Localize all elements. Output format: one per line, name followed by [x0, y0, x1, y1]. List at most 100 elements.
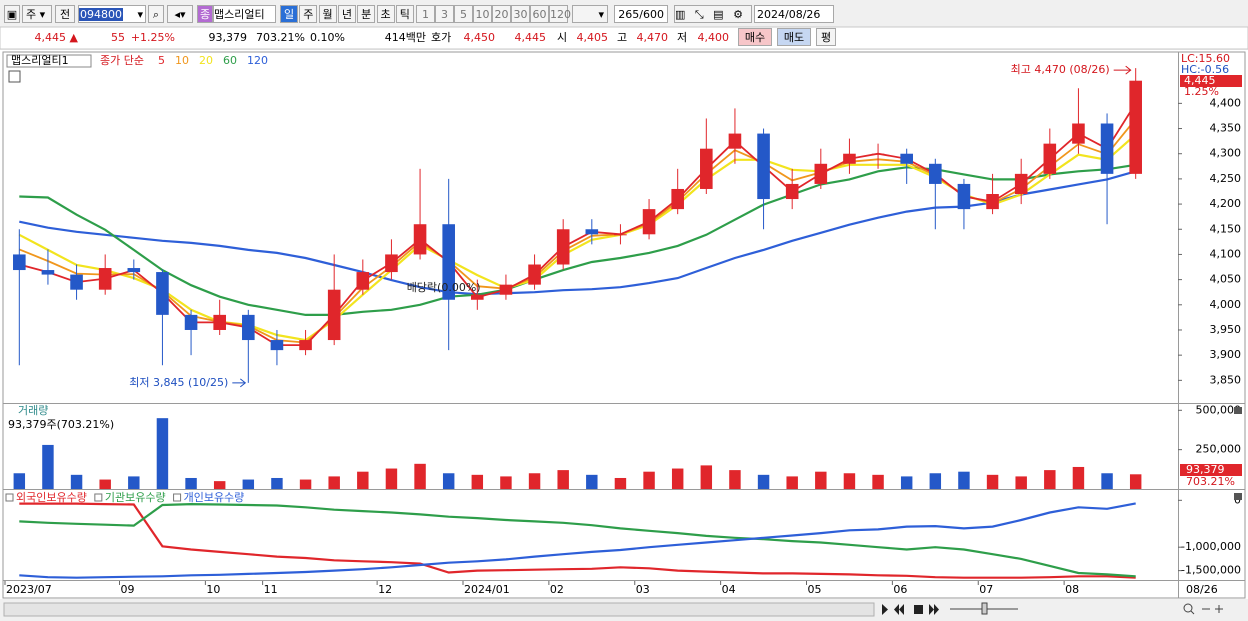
y-tick-label: -1,500,000 — [1181, 564, 1241, 577]
buy-button[interactable]: 매수 — [738, 28, 772, 46]
last-date: 08/26 — [1186, 583, 1218, 596]
candle-body — [900, 153, 913, 164]
interval-button[interactable]: 초 — [376, 5, 395, 23]
candle-body — [785, 183, 799, 200]
volume-bar — [729, 470, 741, 489]
series-line — [19, 163, 1136, 316]
side-label: 93,379 — [1186, 463, 1225, 476]
step-button[interactable]: 30 — [511, 5, 530, 23]
x-tick-label: 12 — [378, 583, 392, 596]
candle-body — [642, 209, 656, 235]
y-tick-label: 3,850 — [1210, 373, 1242, 386]
search-button[interactable]: ⌕ — [148, 5, 164, 23]
tool-icons[interactable]: ▥ ⤡ ▤ ⚙ — [674, 5, 752, 23]
step-button[interactable]: 1 — [416, 5, 435, 23]
step-button[interactable]: 3 — [435, 5, 454, 23]
candle-body — [957, 183, 971, 210]
volume-bar — [42, 444, 54, 489]
legend-entry: 10 — [175, 54, 189, 67]
candle-body — [242, 314, 255, 341]
step-button[interactable]: 5 — [454, 5, 473, 23]
eval-button[interactable]: 평 — [816, 28, 836, 46]
series-line — [19, 502, 1136, 578]
candle-body — [871, 153, 885, 155]
y-tick-label: 4,200 — [1210, 197, 1242, 210]
table-icon[interactable] — [8, 70, 21, 83]
sound-button[interactable]: ◂▾ — [167, 5, 193, 23]
count-box[interactable]: 265/600 — [614, 5, 668, 23]
candle-body — [1100, 123, 1114, 174]
step-select[interactable]: ▾ — [572, 5, 608, 23]
series-line — [19, 102, 1137, 346]
x-tick-label: 07 — [979, 583, 993, 596]
candle-body — [1129, 80, 1142, 174]
date-box[interactable]: 2024/08/26 ▦ — [754, 5, 834, 39]
annotation-arrow — [232, 378, 247, 388]
x-tick-label: 2023/07 — [6, 583, 52, 596]
y-tick-label: 4,350 — [1210, 122, 1242, 135]
candle-body — [614, 234, 627, 236]
volume-bar — [671, 468, 684, 489]
x-tick-label: 05 — [808, 583, 822, 596]
price-marker — [1180, 75, 1242, 87]
period-select[interactable]: 주 ▾ — [22, 5, 52, 23]
step-button[interactable]: 120 — [549, 5, 571, 23]
legend-box — [173, 493, 182, 502]
interval-button[interactable]: 틱 — [395, 5, 414, 23]
y-tick-label: 250,000 — [1196, 443, 1242, 456]
candle-body — [1043, 143, 1057, 174]
candle-body — [929, 163, 942, 184]
volume-bar — [643, 471, 655, 489]
volume-bar — [757, 474, 770, 489]
y-tick-label: 4,300 — [1210, 147, 1242, 160]
step-button[interactable]: 60 — [530, 5, 549, 23]
panel-close — [1234, 407, 1242, 414]
prev-button[interactable]: 전 — [55, 5, 75, 23]
bid: 4,445 — [514, 31, 547, 44]
volume-bar — [156, 418, 169, 489]
low: 4,400 — [697, 31, 730, 44]
stock-name: 맵스리얼티 — [214, 8, 265, 21]
volume-bar — [614, 477, 627, 489]
interval-button[interactable]: 월 — [318, 5, 337, 23]
interval-button[interactable]: 일 — [280, 5, 298, 23]
volume-bar — [414, 463, 426, 489]
scrollbar[interactable] — [3, 602, 875, 617]
volume-bar — [843, 473, 856, 489]
candle-body — [385, 254, 398, 273]
step-button[interactable]: 10 — [473, 5, 492, 23]
candle-body — [471, 294, 484, 300]
chart-subtitle: 종가 단순 — [100, 54, 144, 67]
x-tick-label: 06 — [893, 583, 907, 596]
candle-body — [98, 268, 112, 290]
menu-icon[interactable]: ▣ — [4, 5, 20, 23]
candle-body — [327, 289, 341, 341]
series-line — [19, 502, 1136, 579]
step-button[interactable]: 20 — [492, 5, 511, 23]
legend-entry: 외국인보유수량 — [16, 491, 87, 504]
candle-body — [728, 133, 742, 149]
volume-bar — [185, 477, 197, 489]
high-label: 고 — [617, 31, 628, 44]
side-label: 4,445 — [1184, 74, 1216, 87]
code-input[interactable]: 094800 ▾ — [78, 5, 146, 23]
volume-bar — [700, 465, 713, 489]
volume-bar — [299, 479, 312, 489]
candle-body — [413, 224, 427, 255]
scroll-buttons[interactable] — [882, 604, 939, 615]
annotation: 배당락(0.00%) — [407, 281, 481, 294]
series-line — [19, 502, 1136, 579]
x-tick-label: 04 — [722, 583, 736, 596]
interval-button[interactable]: 주 — [299, 5, 318, 23]
interval-button[interactable]: 년 — [337, 5, 356, 23]
badge: 종 — [199, 8, 211, 21]
side-label: LC:15.60 — [1181, 52, 1230, 65]
volume-bar — [500, 476, 512, 489]
candle-body — [585, 229, 599, 235]
sell: 매도 — [783, 31, 805, 44]
zoom-tools[interactable] — [950, 602, 1223, 615]
interval-button[interactable]: 분 — [357, 5, 376, 23]
count: 265/600 — [618, 8, 664, 21]
volume-bar — [70, 474, 83, 489]
sell-button[interactable]: 매도 — [777, 28, 811, 46]
